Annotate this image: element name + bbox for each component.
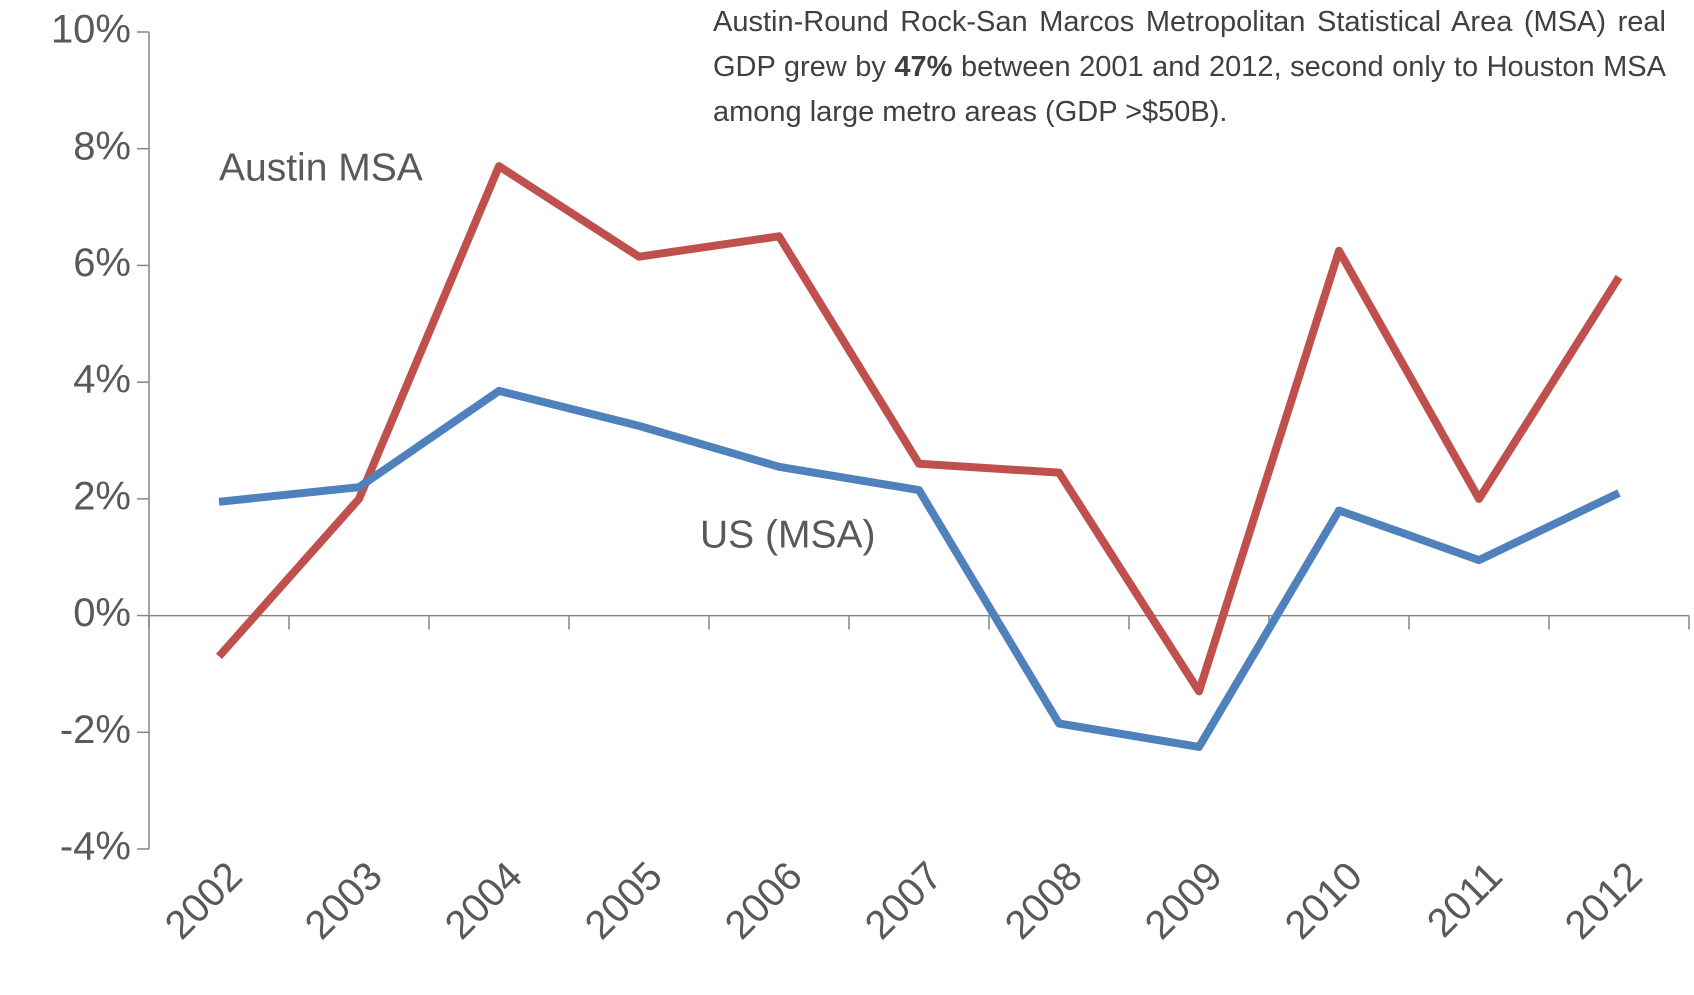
y-tick-label: 6% (73, 241, 131, 285)
y-tick-label: 8% (73, 124, 131, 168)
y-tick-label: 2% (73, 474, 131, 518)
x-tick-label: 2012 (1557, 854, 1651, 948)
series-line (218, 386, 1621, 751)
x-tick-label: 2004 (437, 854, 531, 948)
x-tick-label: 2011 (1419, 854, 1511, 946)
y-tick-label: -4% (60, 825, 131, 869)
series-label: Austin MSA (219, 146, 423, 189)
x-tick-label: 2003 (297, 854, 391, 948)
y-tick-label: -2% (60, 708, 131, 752)
annotation-bold: 47% (894, 51, 953, 83)
annotation-text: Austin-Round Rock-San Marcos Metropolita… (713, 6, 1666, 83)
annotation-text: between 2001 and 2012, second only to Ho… (713, 51, 1666, 128)
y-tick-label: 0% (73, 591, 131, 635)
y-tick-label: 4% (73, 358, 131, 402)
x-tick-label: 2009 (1137, 854, 1231, 948)
y-tick-label: 10% (51, 8, 131, 52)
x-tick-label: 2007 (857, 854, 951, 948)
x-tick-label: 2002 (157, 854, 251, 948)
x-tick-label: 2008 (997, 854, 1091, 948)
series-label: US (MSA) (700, 513, 876, 556)
annotation: Austin-Round Rock-San Marcos Metropolita… (713, 0, 1666, 135)
series-line (216, 162, 1623, 696)
x-tick-label: 2006 (717, 854, 811, 948)
x-tick-label: 2010 (1277, 854, 1371, 948)
x-tick-label: 2005 (577, 854, 671, 948)
